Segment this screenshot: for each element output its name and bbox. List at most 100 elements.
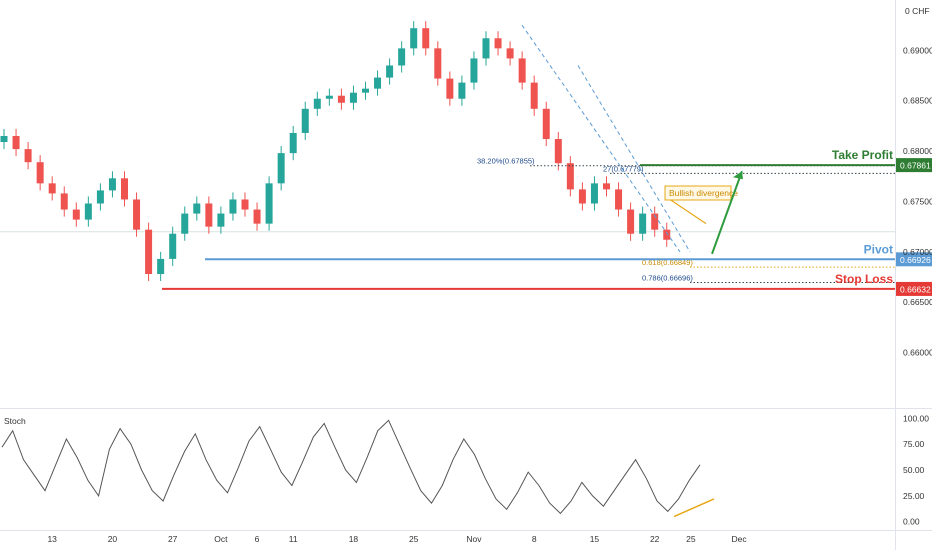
- candle-body: [181, 213, 189, 234]
- candle: [24, 142, 32, 170]
- candle: [374, 70, 382, 96]
- candle-body: [458, 82, 466, 99]
- price-tick-label: 0.68000: [903, 146, 932, 156]
- candle: [651, 206, 659, 237]
- candle-body: [265, 183, 273, 224]
- stoch-line: [1, 419, 701, 515]
- candle-body: [530, 82, 538, 109]
- candle: [362, 81, 369, 100]
- candle-body: [410, 28, 418, 49]
- channel-line: [577, 65, 691, 253]
- candle: [48, 176, 56, 201]
- candle-body: [349, 92, 357, 103]
- candle: [566, 156, 574, 197]
- candle: [554, 131, 562, 171]
- candle-body: [374, 77, 382, 89]
- candle-body: [96, 190, 104, 204]
- fib-level-label: 27(0.67779): [603, 164, 644, 173]
- candle-body: [145, 229, 153, 275]
- candle: [482, 31, 490, 66]
- candle-body: [60, 193, 68, 210]
- candle-body: [325, 95, 333, 99]
- time-tick-label: 15: [590, 534, 600, 544]
- level-price-value: 0.66632: [900, 284, 931, 294]
- price-tick-label: 0.69000: [903, 45, 932, 55]
- candle: [169, 226, 177, 266]
- candle: [60, 186, 68, 217]
- candle: [205, 196, 213, 234]
- candle-body: [0, 136, 8, 143]
- candle-body: [193, 203, 201, 214]
- candle-body: [12, 136, 20, 150]
- candle-body: [518, 58, 526, 83]
- candle-body: [108, 178, 116, 191]
- candle-body: [470, 58, 478, 83]
- candle: [446, 71, 454, 106]
- candle-body: [337, 95, 345, 103]
- candle-body: [494, 38, 502, 49]
- candle: [422, 21, 430, 56]
- candle: [289, 125, 297, 161]
- candle-body: [24, 149, 32, 163]
- time-tick-label: 13: [47, 534, 57, 544]
- divergence-line: [669, 198, 707, 225]
- stoch-title: Stoch: [4, 416, 26, 426]
- level-price-value: 0.66926: [900, 255, 931, 265]
- candle-body: [121, 178, 128, 200]
- time-tick-label: 18: [349, 534, 359, 544]
- stoch-divergence-line: [673, 498, 715, 518]
- price-tick-label: 0.67000: [903, 247, 932, 257]
- level-price-tag: [896, 252, 932, 267]
- candle-body: [48, 183, 56, 194]
- time-tick-label: 25: [686, 534, 696, 544]
- time-tick-label: 6: [255, 534, 260, 544]
- candle: [133, 192, 141, 237]
- candle: [398, 41, 406, 73]
- candle-body: [506, 48, 514, 59]
- stoch-tick-label: 25.00: [903, 491, 925, 501]
- stoch-tick-label: 50.00: [903, 465, 925, 475]
- candle-body: [301, 108, 309, 133]
- candle: [386, 58, 394, 85]
- candle-body: [157, 258, 165, 275]
- candle: [36, 155, 44, 191]
- candle-body: [84, 203, 92, 220]
- candle: [663, 222, 671, 247]
- target-arrow-head: [733, 171, 743, 180]
- candle-body: [289, 132, 297, 154]
- currency-label: 0 CHF: [905, 6, 930, 16]
- candle-body: [72, 209, 80, 220]
- candle-body: [169, 233, 177, 259]
- level-name: Take Profit: [832, 148, 893, 162]
- candle: [494, 31, 502, 56]
- candle: [72, 202, 80, 227]
- candle: [458, 75, 466, 106]
- time-tick-label: 25: [409, 534, 419, 544]
- level-price-tag: [896, 281, 932, 296]
- level-name: Pivot: [864, 242, 893, 256]
- candle-body: [542, 108, 550, 140]
- stoch-tick-label: 0.00: [903, 517, 920, 527]
- price-tick-label: 0.67500: [903, 196, 932, 206]
- candle-body: [590, 183, 598, 204]
- candle: [578, 182, 586, 211]
- level-name: Stop Loss: [835, 272, 893, 286]
- target-arrow-shaft: [711, 170, 743, 255]
- candle: [0, 128, 8, 150]
- candle-body: [578, 189, 586, 204]
- time-tick-label: 27: [168, 534, 178, 544]
- candle: [627, 202, 635, 241]
- candle-body: [482, 38, 490, 59]
- divergence-label: Bullish divergence: [669, 188, 738, 198]
- candle-body: [566, 163, 574, 190]
- candle: [603, 176, 610, 197]
- candle: [12, 128, 20, 157]
- candle: [145, 222, 153, 282]
- candle: [108, 171, 116, 198]
- candle-body: [217, 213, 225, 227]
- divergence-label-box: [664, 185, 732, 201]
- candle-body: [663, 229, 671, 240]
- time-tick-label: Nov: [466, 534, 482, 544]
